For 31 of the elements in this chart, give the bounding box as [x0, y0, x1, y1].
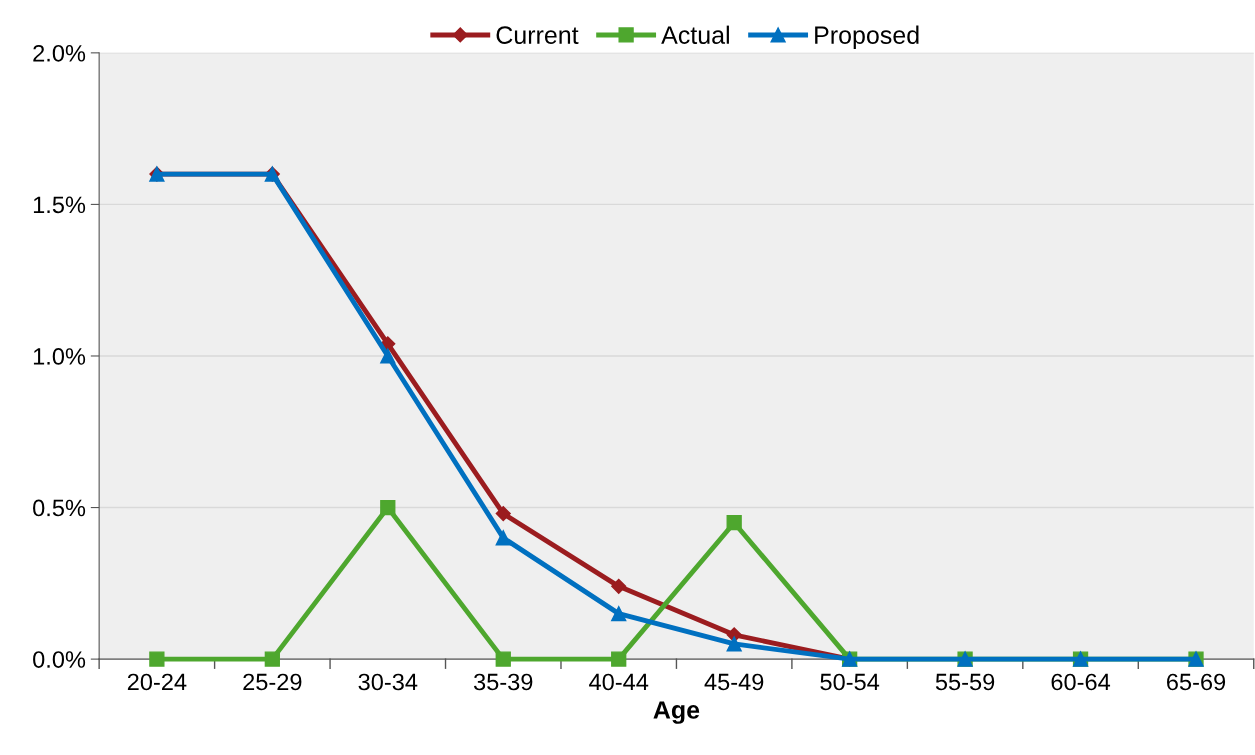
point — [380, 499, 396, 516]
point — [495, 506, 511, 522]
x-tick-label: 60-64 — [1051, 673, 1111, 691]
y-tick-label: 1.5% — [33, 196, 86, 214]
point — [495, 530, 511, 546]
point — [611, 651, 627, 667]
x-tick-label: 45-49 — [704, 673, 764, 691]
x-tick-label: 40-44 — [589, 673, 649, 691]
y-tick-label: 2.0% — [33, 44, 86, 62]
point — [726, 515, 742, 531]
point — [264, 651, 280, 667]
y-tick-label: 1.0% — [33, 348, 86, 365]
x-tick-label: 30-34 — [358, 673, 418, 691]
legend-label: Proposed — [815, 25, 919, 49]
y-tick-label: 0.0% — [33, 651, 86, 668]
x-axis-title: Age — [653, 701, 700, 724]
point — [726, 636, 742, 652]
legend-label: Current — [496, 26, 579, 44]
x-tick-label: 55-59 — [935, 673, 995, 691]
x-tick-label: 35-39 — [473, 673, 533, 691]
x-tick-label: 25-29 — [243, 673, 302, 691]
point — [380, 348, 396, 364]
point — [611, 606, 627, 622]
x-tick-label: 65-69 — [1167, 673, 1226, 691]
point — [611, 578, 627, 594]
legend-label: Actual — [661, 25, 729, 44]
y-tick-label: 0.5% — [33, 499, 86, 517]
x-tick-label: 50-54 — [820, 673, 880, 691]
point — [495, 651, 511, 667]
x-tick-label: 20-24 — [127, 673, 187, 691]
point — [149, 651, 165, 667]
